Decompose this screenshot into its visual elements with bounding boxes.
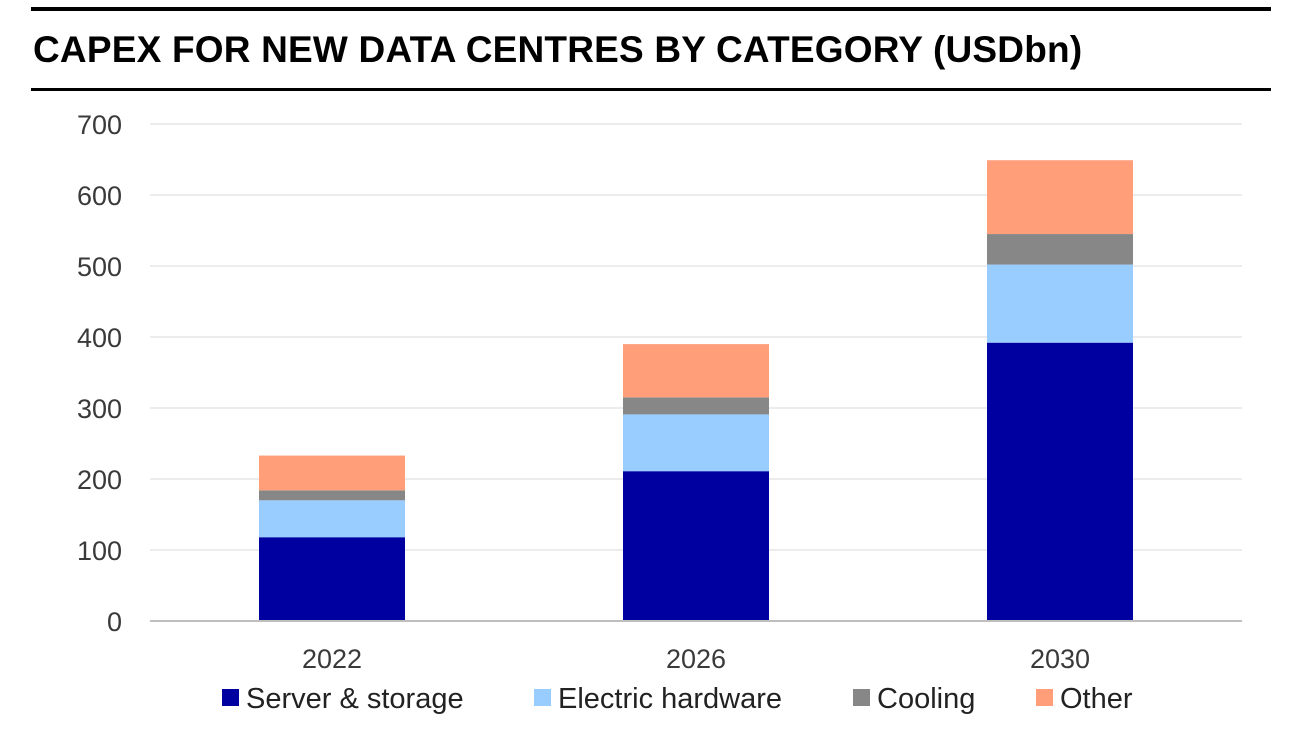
legend-label-server-storage: Server & storage [246, 683, 464, 715]
x-axis: 2022 2026 2030 [302, 644, 1090, 674]
bar-segment-server-storage-2022 [259, 537, 405, 621]
y-tick-label: 0 [107, 607, 122, 637]
bar-segment-electric-hardware-2022 [259, 500, 405, 538]
bar-segment-electric-hardware-2030 [987, 264, 1133, 343]
legend-swatch-cooling [853, 689, 870, 706]
x-tick-label: 2030 [1030, 644, 1090, 674]
legend-item-cooling: Cooling [853, 683, 975, 715]
legend-swatch-other [1036, 689, 1053, 706]
legend-swatch-server-storage [222, 689, 239, 706]
x-tick-label: 2022 [302, 644, 362, 674]
bars [259, 160, 1133, 621]
legend-swatch-electric-hardware [534, 689, 551, 706]
bar-segment-cooling-2030 [987, 234, 1133, 265]
y-tick-label: 300 [77, 394, 122, 424]
y-tick-label: 400 [77, 323, 122, 353]
legend-label-cooling: Cooling [877, 683, 975, 715]
legend: Server & storage Electric hardware Cooling… [222, 683, 1133, 715]
title-bottom-rule [31, 88, 1271, 91]
bar-segment-cooling-2026 [623, 397, 769, 415]
bar-segment-server-storage-2026 [623, 471, 769, 621]
legend-label-other: Other [1060, 683, 1133, 715]
legend-item-electric-hardware: Electric hardware [534, 683, 782, 715]
chart-title: CAPEX FOR NEW DATA CENTRES BY CATEGORY (… [33, 29, 1083, 70]
y-tick-label: 100 [77, 536, 122, 566]
bar-segment-other-2030 [987, 160, 1133, 235]
y-axis: 0 100 200 300 400 500 600 700 [77, 110, 122, 637]
y-tick-label: 200 [77, 465, 122, 495]
y-tick-label: 500 [77, 252, 122, 282]
legend-label-electric-hardware: Electric hardware [558, 683, 782, 715]
bar-segment-other-2022 [259, 455, 405, 491]
bar-segment-cooling-2022 [259, 490, 405, 501]
legend-item-other: Other [1036, 683, 1133, 715]
bar-segment-other-2026 [623, 344, 769, 398]
x-tick-label: 2026 [666, 644, 726, 674]
bar-segment-electric-hardware-2026 [623, 414, 769, 472]
y-tick-label: 700 [77, 110, 122, 140]
y-tick-label: 600 [77, 181, 122, 211]
bar-segment-server-storage-2030 [987, 342, 1133, 621]
title-top-rule [31, 7, 1271, 11]
legend-item-server-storage: Server & storage [222, 683, 464, 715]
